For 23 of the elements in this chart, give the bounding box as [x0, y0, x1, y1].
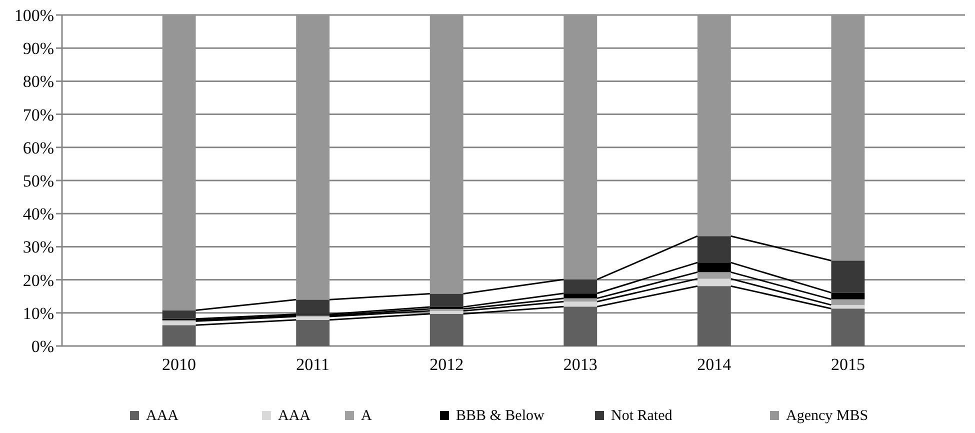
y-tick-label: 20% [22, 270, 54, 290]
legend-label: AAA [278, 408, 311, 424]
x-tick-label: 2011 [296, 355, 330, 374]
y-tick-label: 100% [14, 6, 54, 25]
legend-label: Not Rated [611, 408, 673, 424]
x-tick-label: 2014 [697, 355, 732, 374]
y-tick-label: 90% [22, 39, 54, 58]
x-tick-label: 2010 [162, 355, 196, 374]
legend-label: AAA [146, 408, 179, 424]
x-tick-label: 2015 [830, 355, 865, 374]
y-tick-label: 70% [22, 105, 54, 124]
x-tick-label: 2013 [563, 355, 598, 374]
y-tick-label: 60% [22, 138, 54, 158]
x-tick-label: 2012 [430, 355, 464, 374]
y-tick-label: 0% [31, 336, 54, 356]
y-tick-label: 10% [22, 304, 54, 323]
legend-label: Agency MBS [786, 408, 868, 424]
legend-label: A [361, 408, 372, 424]
y-tick-label: 80% [22, 72, 54, 92]
y-tick-label: 30% [22, 238, 54, 257]
y-tick-label: 50% [22, 171, 54, 190]
y-tick-label: 40% [22, 204, 54, 224]
legend-label: BBB & Below [456, 408, 545, 424]
